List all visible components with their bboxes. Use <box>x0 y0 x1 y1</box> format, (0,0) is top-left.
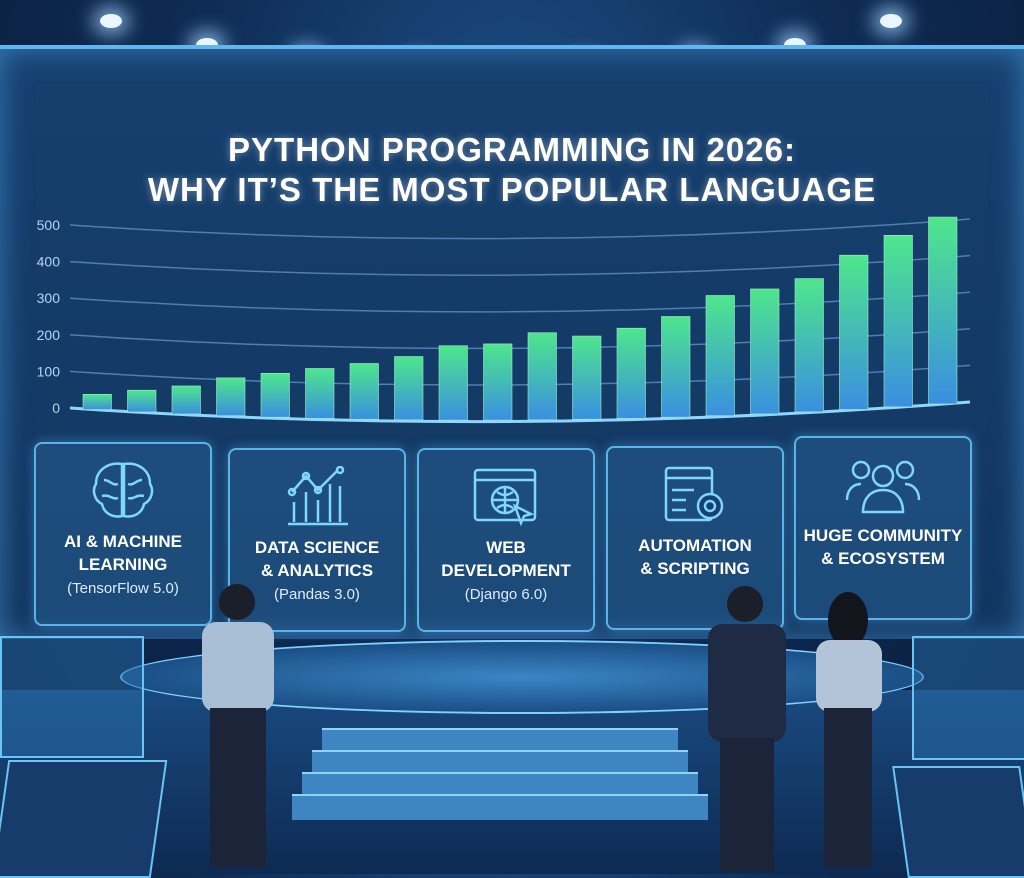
card-subtitle: (Django 6.0) <box>464 586 548 603</box>
browser-globe-icon <box>473 468 537 527</box>
chart-title: PYTHON PROGRAMMING IN 2026: WHY IT’S THE… <box>0 130 1024 210</box>
bar <box>127 389 157 413</box>
title-line-1: PYTHON PROGRAMMING IN 2026: <box>228 131 796 168</box>
card-title: LEARNING <box>78 555 168 574</box>
card-community: HUGE COMMUNITY & ECOSYSTEM <box>794 436 972 620</box>
y-tick-label: 500 <box>37 217 61 233</box>
bar <box>438 345 468 421</box>
bar <box>928 216 958 405</box>
bar <box>883 235 913 408</box>
card-subtitle: (Pandas 3.0) <box>274 586 360 603</box>
gridline <box>69 291 971 313</box>
bar <box>839 254 869 410</box>
bar <box>705 295 735 416</box>
bar <box>349 363 379 420</box>
bar <box>616 327 646 419</box>
card-title: & SCRIPTING <box>640 559 750 578</box>
spotlight <box>880 14 902 28</box>
card-title: & ANALYTICS <box>260 561 374 580</box>
y-tick-label: 200 <box>37 327 61 343</box>
stage-step <box>312 750 688 774</box>
bar <box>483 343 513 421</box>
stage-step <box>292 794 708 820</box>
card-title: DEVELOPMENT <box>441 561 571 580</box>
card-title: WEB <box>486 538 526 557</box>
y-tick-label: 0 <box>52 400 60 416</box>
bar <box>572 335 602 420</box>
brain-icon <box>92 462 154 518</box>
gridline <box>69 400 971 424</box>
bar <box>527 332 557 421</box>
card-subtitle: (TensorFlow 5.0) <box>67 580 179 597</box>
card-web-development: WEB DEVELOPMENT (Django 6.0) <box>417 448 595 632</box>
person-presenter-left <box>202 584 274 868</box>
card-title: & ECOSYSTEM <box>821 549 945 568</box>
gridline <box>69 218 971 240</box>
bar <box>171 385 201 415</box>
stage-step <box>322 728 678 752</box>
gridline <box>69 364 971 386</box>
bar-chart: 0 100 200 300 400 500 <box>37 216 971 424</box>
card-ai-ml: AI & MACHINE LEARNING (TensorFlow 5.0) <box>34 442 212 626</box>
left-console <box>0 760 168 878</box>
right-hologram-panel <box>912 636 1024 760</box>
bar <box>260 372 290 418</box>
spotlight <box>100 14 122 28</box>
card-title: AI & MACHINE <box>63 532 183 551</box>
gridline <box>69 328 971 350</box>
bar <box>750 288 780 415</box>
bar <box>794 278 824 413</box>
y-tick-label: 400 <box>37 254 61 270</box>
title-line-2: WHY IT’S THE MOST POPULAR LANGUAGE <box>147 171 877 208</box>
bar <box>394 356 424 421</box>
bar <box>82 394 112 410</box>
card-title: DATA SCIENCE <box>254 538 380 557</box>
gridline <box>69 254 971 276</box>
script-gear-icon <box>664 466 724 522</box>
analytics-chart-icon <box>287 466 348 526</box>
person-presenter-right <box>816 592 882 868</box>
bar <box>216 377 246 417</box>
card-title: AUTOMATION <box>638 536 752 555</box>
community-icon <box>845 460 921 514</box>
bar <box>661 316 691 418</box>
feature-cards: AI & MACHINE LEARNING (TensorFlow 5.0) D… <box>34 436 974 632</box>
person-presenter-center <box>708 586 786 872</box>
stage-step <box>302 772 698 796</box>
card-title: HUGE COMMUNITY <box>803 526 963 545</box>
right-console <box>892 766 1024 878</box>
left-hologram-panel <box>0 636 144 758</box>
bar <box>305 368 335 419</box>
y-tick-label: 300 <box>37 290 61 306</box>
y-tick-label: 100 <box>37 363 61 379</box>
card-data-science: DATA SCIENCE & ANALYTICS (Pandas 3.0) <box>228 448 406 632</box>
